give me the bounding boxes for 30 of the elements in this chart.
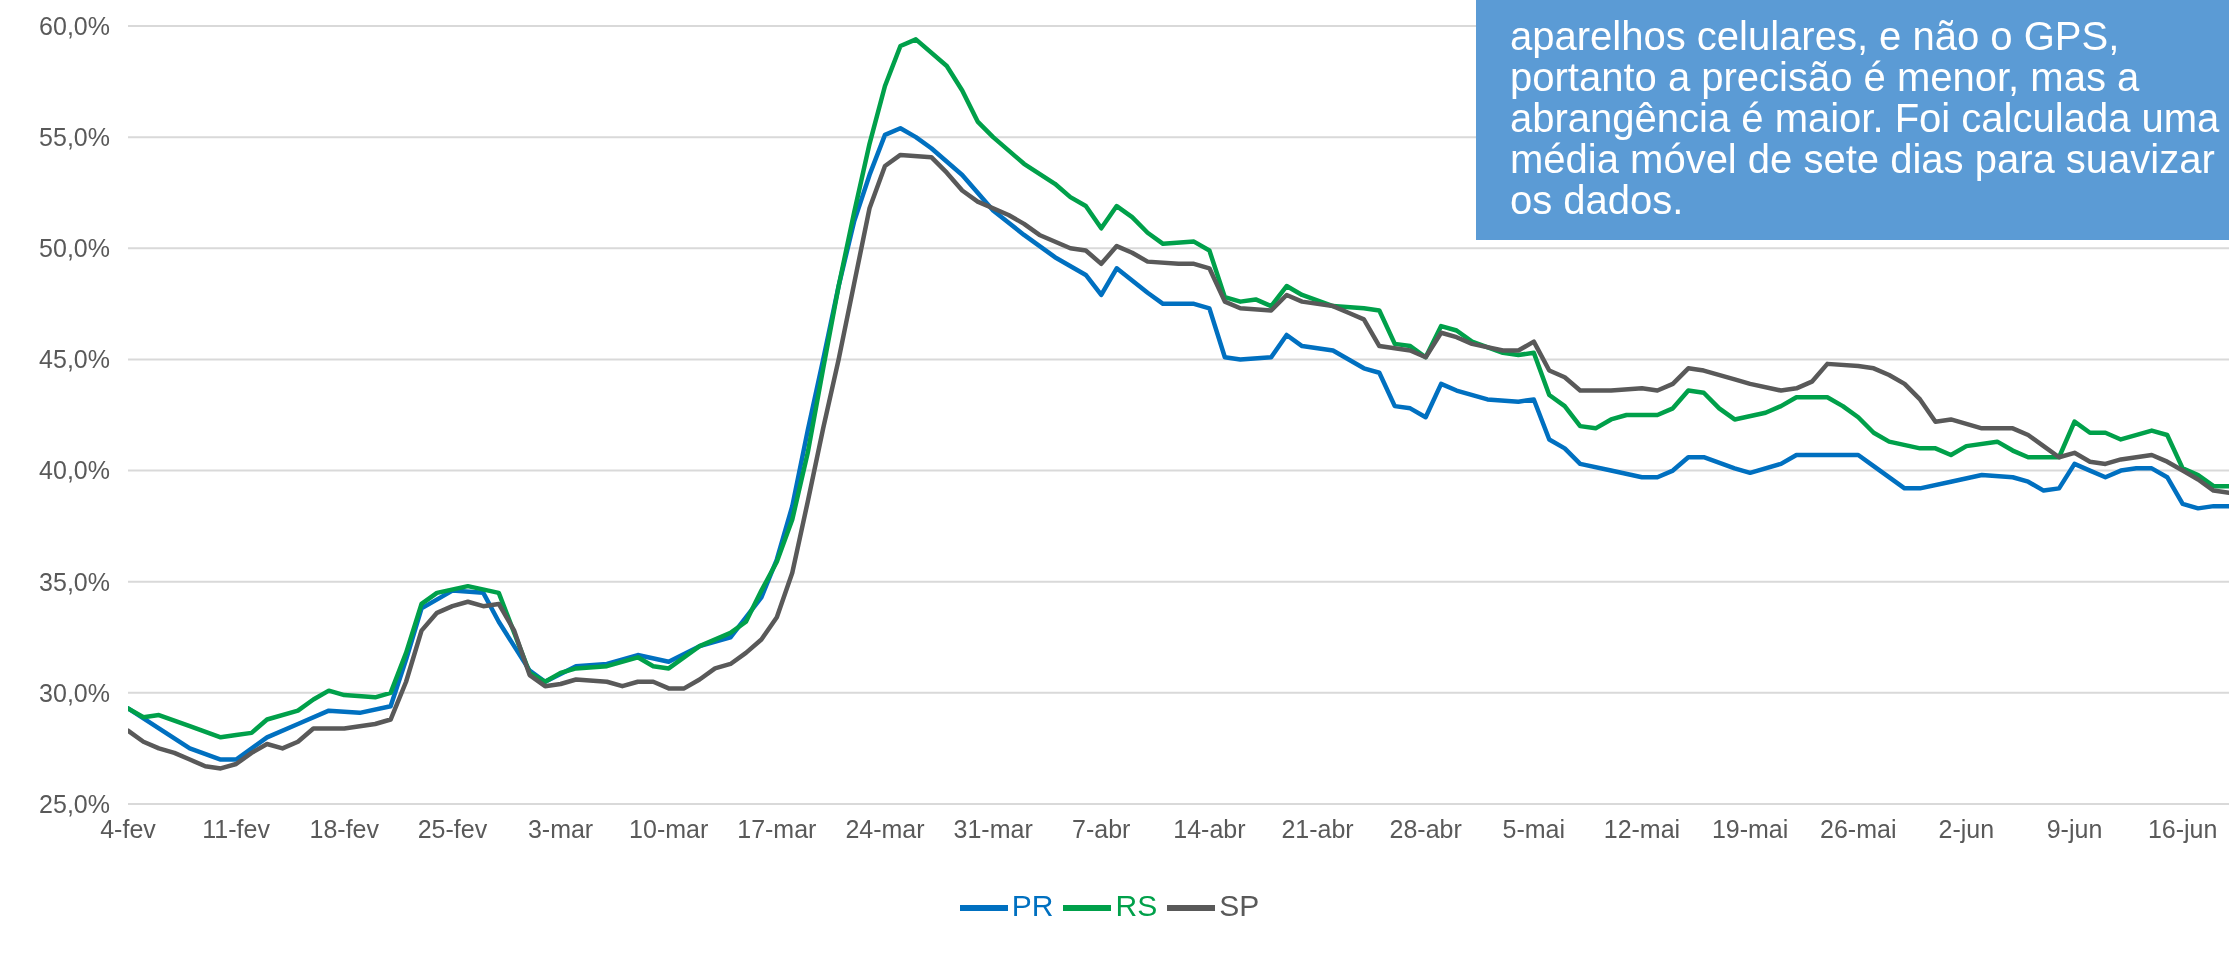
x-tick-label: 16-jun xyxy=(2147,814,2218,843)
legend-label: PR xyxy=(1011,888,1054,922)
x-tick-label: 7-abr xyxy=(1072,814,1131,843)
legend-label: RS xyxy=(1115,888,1158,922)
x-tick-label: 9-jun xyxy=(2046,814,2103,843)
y-tick-label: 60,0% xyxy=(39,11,110,40)
x-tick-label: 10-mar xyxy=(629,814,709,843)
x-tick-label: 11-fev xyxy=(202,814,271,843)
x-tick-label: 2-jun xyxy=(1938,814,1995,843)
annotation: aparelhos celulares, e não o GPS, portanto a precisão é menor, mas a abrangência é maior. Foi calculada uma média móvel de sete dias para suavizar os dados. xyxy=(1476,0,2229,240)
y-tick-label: 35,0% xyxy=(39,567,110,596)
x-tick-label: 25-fev xyxy=(417,814,488,843)
y-tick-label: 40,0% xyxy=(39,456,110,485)
x-tick-label: 12-mai xyxy=(1603,814,1681,843)
x-tick-label: 19-mai xyxy=(1711,814,1789,843)
x-tick-label: 14-abr xyxy=(1173,814,1246,843)
y-tick-label: 55,0% xyxy=(39,123,110,152)
x-tick-label: 17-mar xyxy=(737,814,817,843)
x-tick-label: 21-abr xyxy=(1281,814,1354,843)
legend-label: SP xyxy=(1219,888,1260,922)
x-tick-label: 18-fev xyxy=(309,814,380,843)
x-tick-label: 26-mai xyxy=(1820,814,1897,843)
y-tick-label: 50,0% xyxy=(39,234,110,263)
x-tick-label: 3-mar xyxy=(527,814,594,843)
x-tick-label: 24-mar xyxy=(845,814,925,843)
x-tick-label: 31-mar xyxy=(953,814,1033,843)
y-tick-label: 30,0% xyxy=(39,678,110,707)
x-tick-label: 28-abr xyxy=(1389,814,1462,843)
x-tick-label: 5-mai xyxy=(1502,814,1566,843)
y-tick-label: 45,0% xyxy=(39,345,110,374)
